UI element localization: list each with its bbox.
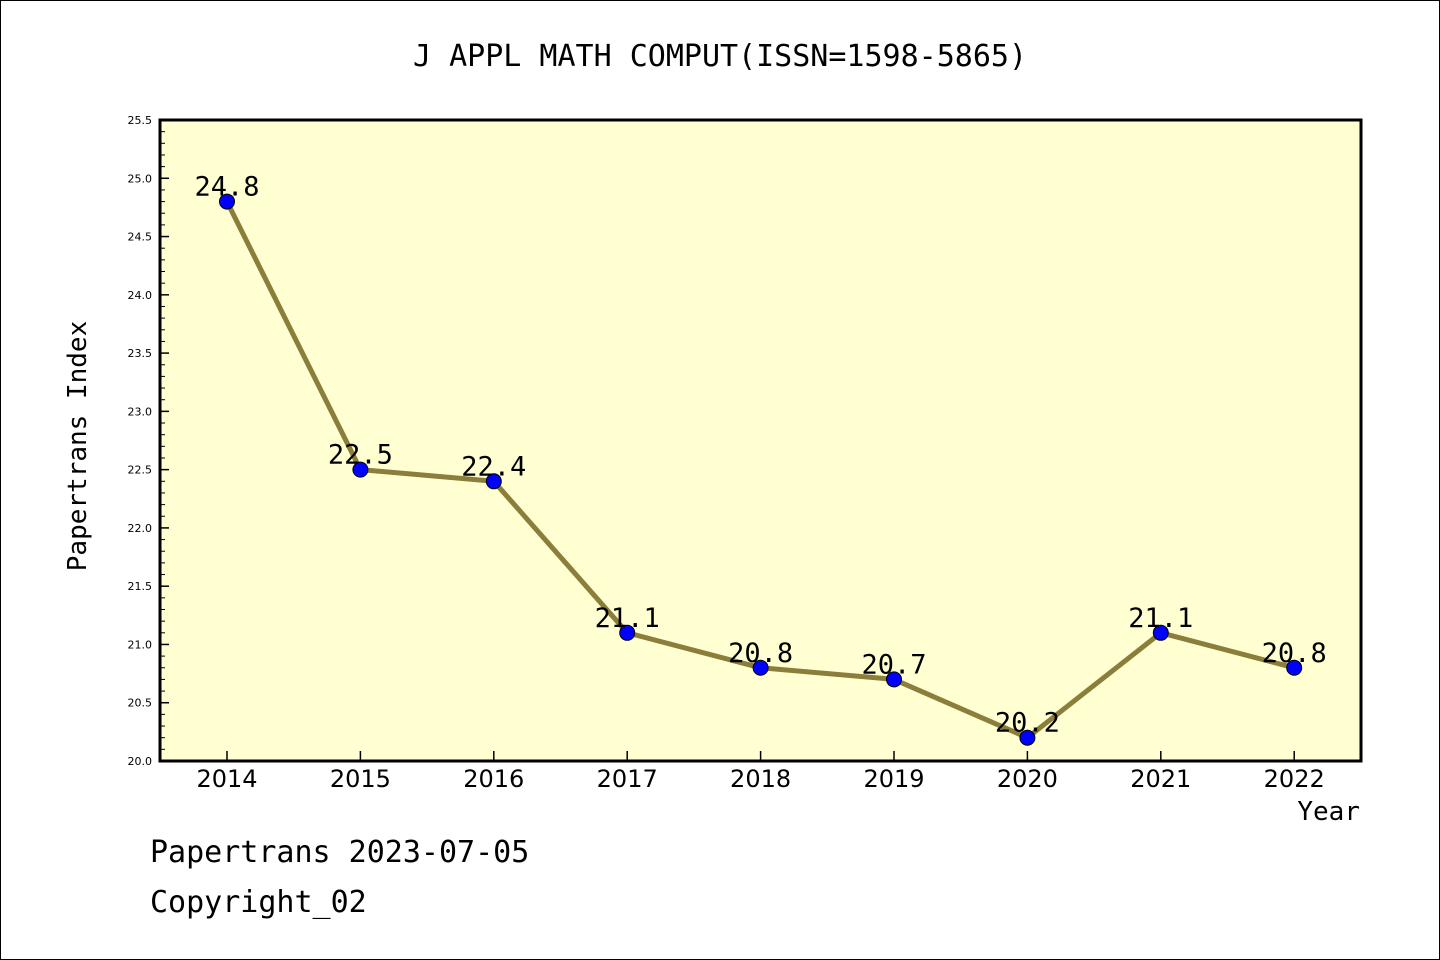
y-tick-label: 23.5	[128, 347, 153, 360]
data-point	[1286, 659, 1303, 676]
data-points	[219, 193, 1303, 746]
data-point	[352, 461, 369, 478]
data-point	[1152, 624, 1169, 641]
footer-copyright: Copyright_02	[150, 885, 367, 920]
data-label: 22.5	[328, 440, 393, 471]
y-tick-label: 22.0	[128, 522, 153, 535]
data-label: 20.7	[861, 649, 926, 680]
y-tick-label: 24.5	[128, 231, 153, 244]
data-point	[219, 193, 235, 210]
y-tick-label: 25.0	[128, 172, 153, 185]
y-tick-label: 20.5	[128, 697, 153, 710]
y-tick-label: 21.0	[128, 638, 153, 651]
x-tick-label: 2020	[997, 765, 1058, 793]
data-label: 21.1	[595, 603, 660, 634]
chart-title: J APPL MATH COMPUT(ISSN=1598-5865)	[413, 39, 1027, 74]
data-labels: 24.8 22.5 22.4 21.1 20.8 20.7 20.2 21.1 20.8	[194, 172, 1326, 739]
y-tick-label: 22.5	[128, 464, 153, 477]
x-tick-label: 2019	[863, 765, 924, 793]
data-point	[886, 671, 902, 688]
y-major-ticks: 20.0 20.5 21.0 21.5 22.0 22.5 23.0 23.5 24.0 24.5…	[128, 114, 169, 768]
y-tick-label: 24.0	[128, 289, 153, 302]
data-label: 21.1	[1128, 603, 1193, 634]
footer-date-line: Papertrans 2023-07-05	[150, 835, 530, 870]
data-label: 20.8	[728, 638, 793, 669]
data-label: 22.4	[461, 451, 526, 482]
y-tick-label: 25.5	[128, 114, 153, 127]
y-tick-label: 20.0	[128, 755, 153, 768]
y-axis-label: Papertrans Index	[63, 321, 93, 571]
data-label: 20.2	[995, 708, 1060, 739]
data-point	[619, 624, 636, 641]
x-axis-label: Year	[1297, 797, 1360, 827]
data-point	[752, 659, 769, 676]
x-tick-label: 2018	[730, 765, 791, 793]
plot-area	[158, 118, 1363, 763]
y-tick-label: 21.5	[128, 580, 153, 593]
data-point	[485, 473, 502, 490]
x-tick-label: 2021	[1130, 765, 1191, 793]
data-label: 24.8	[194, 172, 259, 203]
y-tick-label: 23.0	[128, 405, 153, 418]
y-minor-ticks	[160, 131, 165, 750]
x-tick-label: 2014	[196, 765, 257, 793]
x-ticks: 2014 2015 2016 2017 2018 2019 2020 2021 2022	[196, 751, 1325, 793]
data-point	[1019, 729, 1036, 746]
x-tick-label: 2017	[597, 765, 658, 793]
x-tick-label: 2015	[330, 765, 391, 793]
x-tick-label: 2022	[1264, 765, 1325, 793]
data-label: 20.8	[1262, 638, 1327, 669]
x-tick-label: 2016	[463, 765, 524, 793]
